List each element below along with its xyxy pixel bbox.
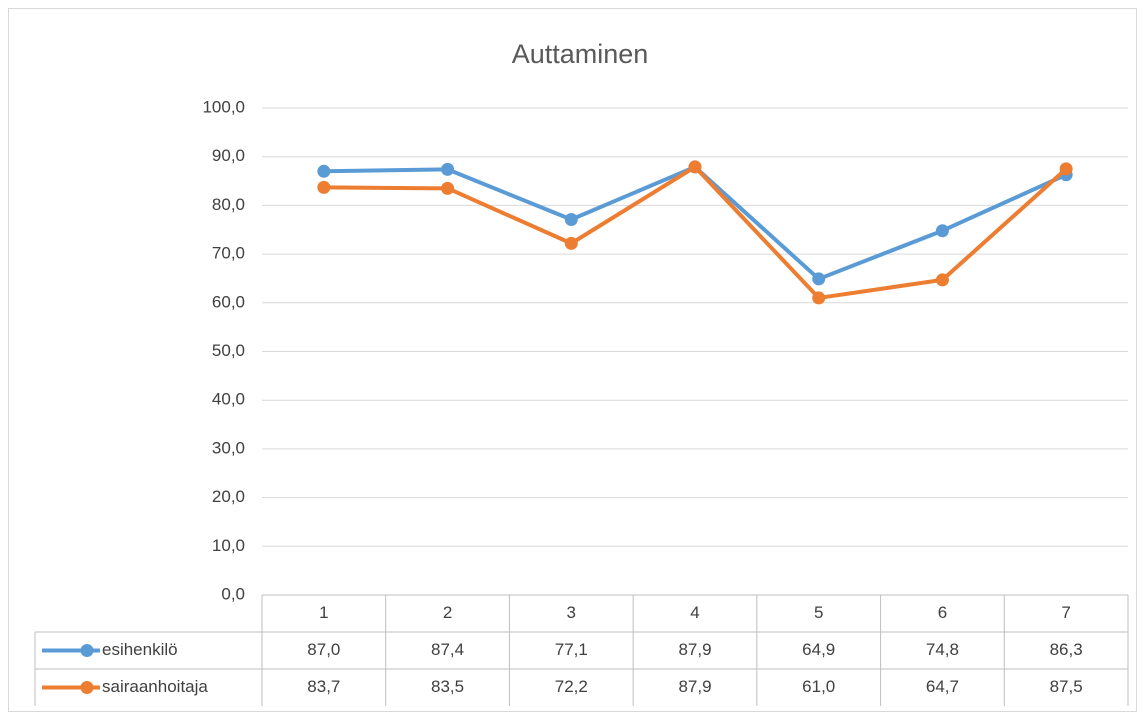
legend-label: esihenkilö — [102, 640, 178, 659]
chart-border — [8, 8, 1137, 712]
table-value: 87,9 — [678, 640, 711, 659]
point — [1059, 162, 1073, 176]
table-value: 74,8 — [926, 640, 959, 659]
point — [564, 236, 578, 250]
x-tick-label: 5 — [814, 603, 823, 622]
table-value: 64,7 — [926, 677, 959, 696]
y-tick-label: 60,0 — [212, 292, 245, 311]
point — [317, 164, 331, 178]
table-value: 87,0 — [307, 640, 340, 659]
x-tick-label: 6 — [938, 603, 947, 622]
table-value: 61,0 — [802, 677, 835, 696]
point — [935, 224, 949, 238]
x-tick-label: 1 — [319, 603, 328, 622]
point — [441, 162, 455, 176]
table-value: 86,3 — [1050, 640, 1083, 659]
y-tick-label: 40,0 — [212, 390, 245, 409]
point — [317, 180, 331, 194]
x-tick-label: 3 — [567, 603, 576, 622]
table-value: 87,4 — [431, 640, 464, 659]
y-tick-label: 50,0 — [212, 341, 245, 360]
point — [564, 213, 578, 227]
y-tick-label: 10,0 — [212, 536, 245, 555]
table-value: 87,9 — [678, 677, 711, 696]
point — [688, 160, 702, 174]
point — [441, 181, 455, 195]
table-value: 72,2 — [555, 677, 588, 696]
legend-marker — [80, 681, 94, 694]
x-tick-label: 4 — [690, 603, 699, 622]
table-value: 87,5 — [1050, 677, 1083, 696]
chart-title: Auttaminen — [512, 39, 649, 69]
x-tick-label: 7 — [1061, 603, 1070, 622]
legend-label: sairaanhoitaja — [102, 677, 208, 696]
y-tick-label: 80,0 — [212, 195, 245, 214]
y-tick-label: 100,0 — [202, 97, 245, 116]
table-value: 83,7 — [307, 677, 340, 696]
point — [935, 273, 949, 287]
y-tick-label: 30,0 — [212, 438, 245, 457]
y-tick-label: 20,0 — [212, 487, 245, 506]
legend-marker — [80, 644, 94, 657]
point — [812, 291, 826, 305]
table-value: 83,5 — [431, 677, 464, 696]
table-value: 64,9 — [802, 640, 835, 659]
table-value: 77,1 — [555, 640, 588, 659]
point — [812, 272, 826, 286]
y-tick-label: 70,0 — [212, 244, 245, 263]
y-tick-label: 0,0 — [221, 584, 245, 603]
y-tick-label: 90,0 — [212, 146, 245, 165]
x-tick-label: 2 — [443, 603, 452, 622]
